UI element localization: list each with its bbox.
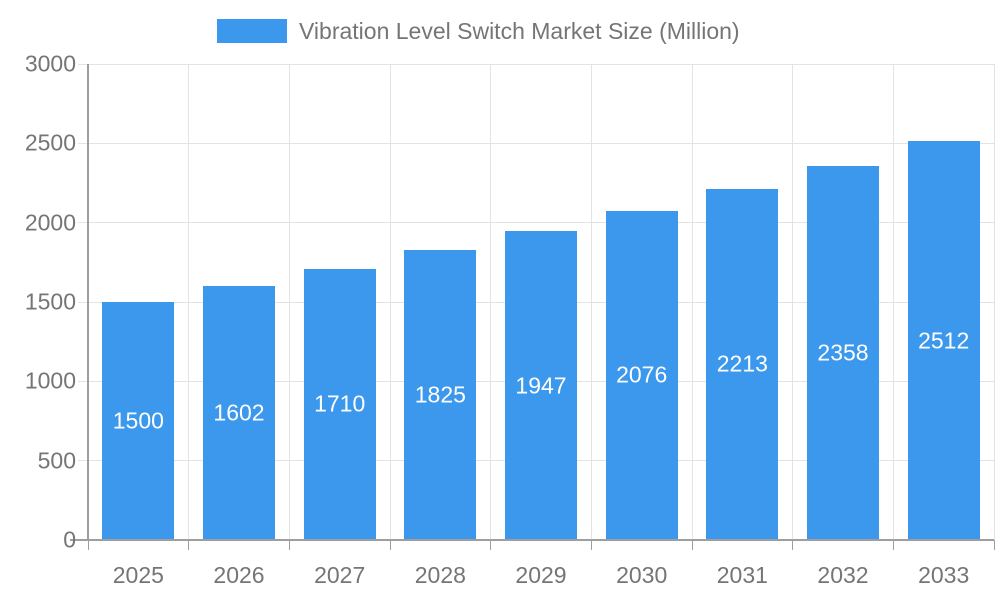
bar-value-label: 1710 <box>314 390 366 417</box>
bar-2027[interactable] <box>304 268 376 539</box>
v-gridline <box>389 64 391 540</box>
v-gridline <box>691 64 693 540</box>
bar-value-label: 1500 <box>112 407 164 434</box>
x-tick-label: 2028 <box>414 562 466 588</box>
legend: Vibration Level Switch Market Size (Mill… <box>217 17 740 45</box>
y-tick <box>78 222 88 224</box>
v-gridline <box>892 64 894 540</box>
h-gridline <box>88 142 994 144</box>
x-tick-label: 2033 <box>918 562 970 588</box>
x-tick-label: 2026 <box>213 562 265 588</box>
y-tick <box>78 63 88 65</box>
y-tick-label: 2000 <box>24 209 76 236</box>
x-tick <box>188 540 190 550</box>
bar-2025[interactable] <box>102 302 174 539</box>
x-tick-label: 2025 <box>112 562 164 588</box>
y-axis-line <box>87 64 89 540</box>
legend-label: Vibration Level Switch Market Size (Mill… <box>299 17 740 44</box>
bar-2029[interactable] <box>505 231 577 539</box>
y-tick <box>78 142 88 144</box>
x-tick <box>993 540 995 550</box>
legend-swatch <box>217 19 287 43</box>
x-tick <box>590 540 592 550</box>
y-tick-label: 0 <box>63 526 76 553</box>
y-tick-label: 2500 <box>24 129 76 156</box>
v-gridline <box>590 64 592 540</box>
x-axis-line <box>88 539 994 541</box>
y-tick <box>78 301 88 303</box>
h-gridline <box>88 63 994 65</box>
x-tick-label: 2027 <box>314 562 366 588</box>
bar-value-label: 1947 <box>515 372 567 399</box>
bar-2032[interactable] <box>807 165 879 539</box>
x-tick <box>691 540 693 550</box>
y-tick <box>78 460 88 462</box>
x-tick <box>490 540 492 550</box>
bar-value-label: 2076 <box>616 361 668 388</box>
x-tick <box>87 540 89 550</box>
v-gridline <box>993 64 995 540</box>
v-gridline <box>490 64 492 540</box>
y-tick-label: 500 <box>37 447 76 474</box>
bar-2028[interactable] <box>404 250 476 539</box>
x-tick <box>892 540 894 550</box>
x-tick-label: 2031 <box>716 562 768 588</box>
y-tick <box>78 380 88 382</box>
v-gridline <box>188 64 190 540</box>
x-tick-label: 2030 <box>616 562 668 588</box>
x-tick <box>288 540 290 550</box>
y-tick-label: 1500 <box>24 288 76 315</box>
v-gridline <box>792 64 794 540</box>
x-tick-label: 2032 <box>817 562 869 588</box>
bar-2033[interactable] <box>908 141 980 539</box>
h-gridline <box>88 222 994 224</box>
bar-value-label: 2213 <box>716 350 768 377</box>
y-tick <box>70 539 88 541</box>
y-tick-label: 3000 <box>24 50 76 77</box>
bar-value-label: 1825 <box>414 381 466 408</box>
x-tick <box>389 540 391 550</box>
x-tick <box>792 540 794 550</box>
bar-value-label: 2512 <box>918 327 970 354</box>
bar-2026[interactable] <box>203 285 275 539</box>
x-tick-label: 2029 <box>515 562 567 588</box>
y-tick-label: 1000 <box>24 367 76 394</box>
bar-2031[interactable] <box>706 188 778 539</box>
bar-2030[interactable] <box>606 210 678 539</box>
bar-value-label: 2358 <box>817 339 869 366</box>
bar-value-label: 1602 <box>213 399 265 426</box>
v-gridline <box>288 64 290 540</box>
